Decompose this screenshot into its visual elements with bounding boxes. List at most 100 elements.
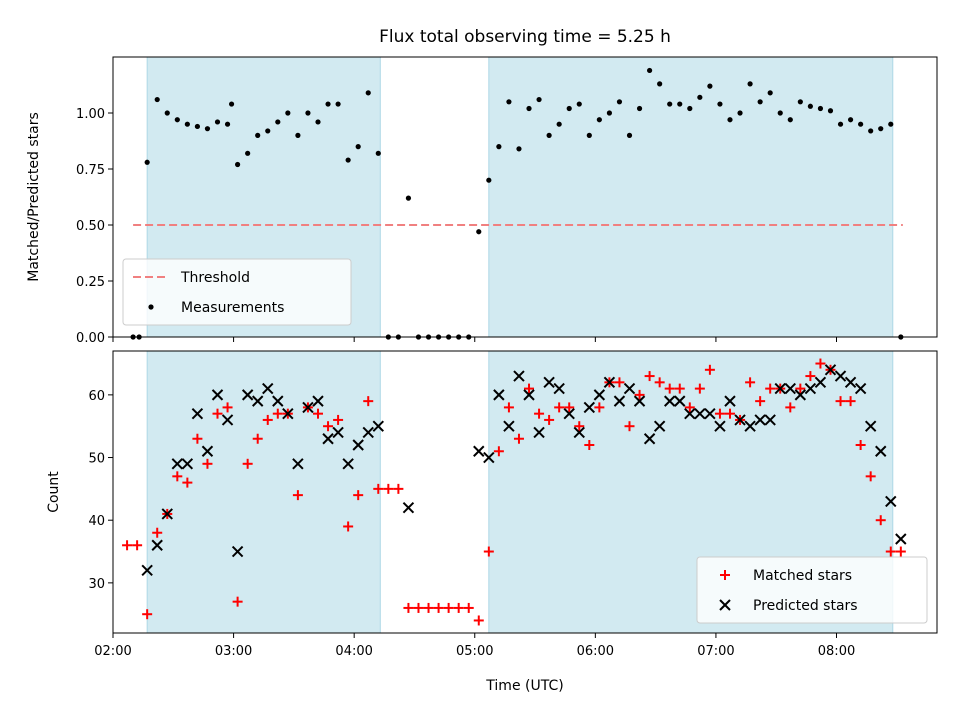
matched-star-point bbox=[202, 458, 213, 469]
y-tick-label: 0.00 bbox=[76, 331, 105, 346]
predicted-star-point bbox=[794, 389, 807, 401]
measurement-point bbox=[194, 123, 201, 130]
predicted-star-point bbox=[603, 376, 616, 389]
matched-star-point bbox=[594, 402, 605, 413]
measurement-point bbox=[496, 144, 502, 150]
top-x-ticks bbox=[112, 337, 838, 342]
x-tick-label: 08:00 bbox=[818, 644, 855, 659]
matched-star-point bbox=[122, 540, 133, 551]
x-stroke bbox=[312, 395, 324, 407]
top-legend: Threshold Measurements bbox=[122, 258, 352, 326]
measurement-point bbox=[576, 101, 582, 107]
measurement-point bbox=[667, 101, 673, 107]
predicted-star-point bbox=[543, 376, 555, 389]
matched-star-point bbox=[142, 609, 153, 620]
measurement-point bbox=[757, 99, 763, 105]
x-stroke bbox=[704, 407, 716, 420]
predicted-star-point bbox=[312, 395, 324, 407]
predicted-star-point bbox=[885, 495, 897, 508]
matched-star-point bbox=[172, 471, 183, 482]
predicted-star-point bbox=[231, 545, 244, 558]
measurement-point bbox=[737, 110, 743, 116]
x-stroke bbox=[191, 407, 204, 420]
matched-star-point bbox=[182, 477, 193, 488]
matched-star-point bbox=[765, 383, 776, 394]
x-stroke bbox=[513, 370, 525, 382]
matched-star-point bbox=[845, 396, 856, 407]
predicted-star-point bbox=[181, 458, 194, 470]
measurement-point bbox=[797, 99, 803, 105]
x-stroke bbox=[493, 389, 505, 401]
predicted-star-point bbox=[623, 382, 636, 395]
measurement-point bbox=[144, 159, 150, 165]
predicted-star-point bbox=[844, 376, 857, 389]
x-stroke bbox=[653, 420, 666, 432]
matched-star-point bbox=[524, 383, 535, 394]
bottom-shaded-regions bbox=[146, 351, 894, 633]
measurement-point bbox=[154, 96, 160, 103]
predicted-star-point bbox=[653, 420, 666, 432]
matched-star-point bbox=[805, 371, 816, 382]
chart-title: Flux total observing time = 5.25 h bbox=[379, 27, 671, 47]
measurement-point bbox=[476, 229, 482, 235]
y-tick-label: 0.75 bbox=[76, 163, 105, 178]
measurement-point bbox=[606, 110, 613, 116]
x-stroke bbox=[473, 445, 485, 457]
matched-star-point bbox=[544, 414, 555, 425]
measurement-point bbox=[255, 132, 261, 138]
predicted-star-point bbox=[875, 445, 887, 457]
measurement-point bbox=[777, 110, 783, 116]
measurement-point bbox=[677, 101, 683, 107]
measurement-point bbox=[747, 81, 753, 87]
matched-star-point bbox=[624, 421, 635, 432]
x-stroke bbox=[593, 389, 606, 401]
measurement-point bbox=[697, 94, 703, 100]
x-stroke bbox=[684, 407, 696, 420]
x-stroke bbox=[181, 458, 194, 470]
predicted-star-point bbox=[241, 389, 254, 401]
matched-star-point bbox=[554, 402, 565, 413]
bottom-y-axis-label: Count bbox=[46, 471, 62, 513]
matched-star-point bbox=[463, 602, 474, 613]
predicted-star-point bbox=[714, 420, 726, 432]
y-tick-label: 30 bbox=[88, 577, 105, 592]
matched-star-point bbox=[433, 602, 444, 613]
matched-star-point bbox=[212, 408, 223, 419]
predicted-star-point bbox=[342, 458, 354, 470]
measurement-point bbox=[727, 117, 733, 123]
predicted-star-point bbox=[513, 370, 525, 382]
matched-star-point bbox=[393, 483, 404, 494]
predicted-star-point bbox=[704, 407, 716, 420]
x-stroke bbox=[292, 458, 304, 470]
matched-star-point bbox=[312, 408, 323, 419]
predicted-star-point bbox=[633, 395, 646, 407]
x-stroke bbox=[719, 599, 731, 611]
measurement-point bbox=[405, 195, 412, 201]
matched-star-point bbox=[222, 402, 233, 413]
x-stroke bbox=[663, 395, 676, 407]
x-stroke bbox=[714, 420, 726, 432]
measurement-point bbox=[228, 101, 235, 107]
matched-star-point bbox=[614, 377, 625, 388]
matched-star-point bbox=[363, 396, 374, 407]
x-stroke bbox=[362, 426, 374, 439]
x-stroke bbox=[322, 433, 334, 445]
measurement-point bbox=[375, 150, 381, 156]
x-stroke bbox=[784, 382, 796, 395]
matched-star-point bbox=[152, 527, 163, 538]
legend-predicted-swatch bbox=[719, 599, 731, 611]
x-stroke bbox=[824, 364, 837, 376]
x-stroke bbox=[141, 564, 153, 577]
measurement-point bbox=[687, 105, 693, 112]
shaded-interval-1 bbox=[488, 57, 893, 337]
matched-star-point bbox=[333, 414, 344, 425]
matched-star-point bbox=[473, 615, 484, 626]
measurement-point bbox=[335, 101, 341, 107]
predicted-star-point bbox=[553, 382, 565, 395]
measurement-point bbox=[224, 121, 231, 127]
x-stroke bbox=[201, 445, 214, 457]
x-stroke bbox=[834, 370, 847, 382]
matched-star-point bbox=[232, 596, 243, 607]
matched-star-point bbox=[292, 490, 303, 501]
predicted-star-point bbox=[764, 414, 776, 426]
